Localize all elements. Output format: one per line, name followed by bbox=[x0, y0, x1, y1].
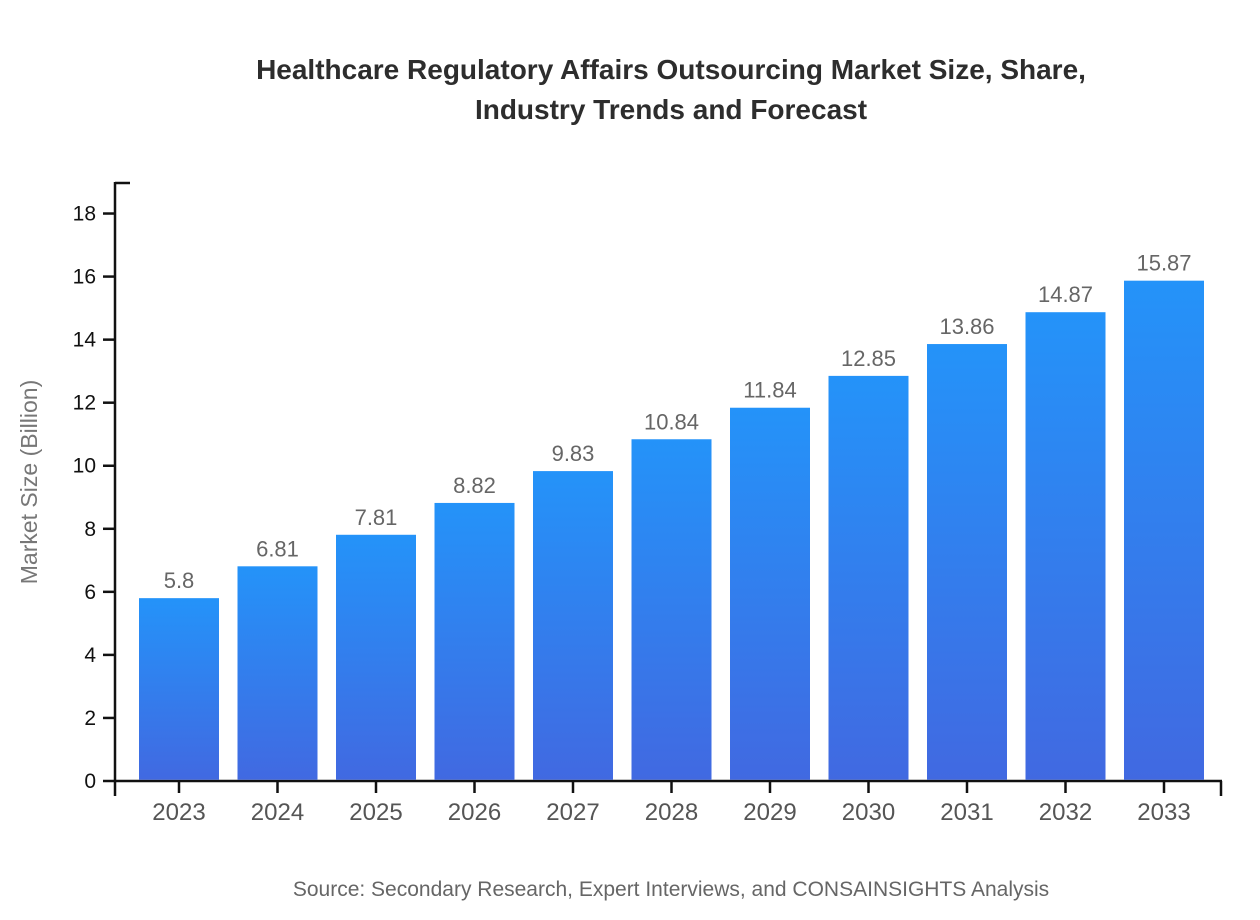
bar-value-label: 9.83 bbox=[552, 441, 595, 466]
bar-value-label: 13.86 bbox=[939, 314, 994, 339]
bar-value-label: 7.81 bbox=[355, 505, 398, 530]
x-category-label: 2026 bbox=[448, 799, 501, 826]
bar-2026 bbox=[434, 502, 515, 780]
bar-value-label: 11.84 bbox=[743, 378, 796, 403]
y-tick-label: 10 bbox=[73, 455, 96, 478]
bar-2031 bbox=[927, 344, 1007, 780]
y-tick-label: 16 bbox=[73, 266, 96, 289]
chart-title-line-2: Industry Trends and Forecast bbox=[474, 94, 868, 125]
chart-title: Healthcare Regulatory Affairs Outsourcin… bbox=[82, 50, 1260, 130]
bar-value-label: 10.84 bbox=[644, 409, 699, 434]
y-tick-label: 0 bbox=[84, 770, 96, 793]
x-category-label: 2028 bbox=[645, 799, 698, 826]
chart-title-line-1: Healthcare Regulatory Affairs Outsourcin… bbox=[256, 54, 1086, 85]
bar-value-label: 14.87 bbox=[1038, 282, 1093, 307]
bar-2030 bbox=[828, 375, 909, 780]
y-tick-label: 18 bbox=[73, 203, 96, 226]
x-category-label: 2031 bbox=[940, 799, 993, 826]
bar-2023 bbox=[139, 598, 219, 780]
y-axis-title: Market Size (Billion) bbox=[16, 380, 42, 585]
bar-value-label: 6.81 bbox=[256, 536, 299, 561]
y-tick-label: 6 bbox=[84, 581, 96, 604]
bar-2027 bbox=[533, 471, 613, 780]
bar-2025 bbox=[336, 534, 416, 780]
x-category-label: 2024 bbox=[251, 799, 304, 826]
x-category-label: 2025 bbox=[349, 799, 402, 826]
bar-2032 bbox=[1025, 312, 1106, 780]
bar-2033 bbox=[1124, 280, 1204, 780]
x-category-label: 2032 bbox=[1039, 799, 1092, 826]
bar-value-label: 8.82 bbox=[453, 473, 496, 498]
x-category-label: 2029 bbox=[743, 799, 796, 826]
y-tick-label: 12 bbox=[73, 392, 96, 415]
bar-chart: 0 2 4 6 8 10 12 14 16 18 5.8 2023 6.81 2024 7.81 2025 8.… bbox=[16, 181, 1223, 826]
source-caption: Source: Secondary Research, Expert Inter… bbox=[292, 878, 1050, 901]
x-category-label: 2030 bbox=[842, 799, 895, 826]
bar-2028 bbox=[631, 439, 712, 780]
bar-2024 bbox=[237, 566, 318, 780]
y-tick-label: 8 bbox=[84, 518, 96, 541]
y-tick-label: 14 bbox=[73, 329, 97, 352]
bar-value-label: 12.85 bbox=[841, 346, 896, 371]
bar-value-label: 15.87 bbox=[1136, 251, 1191, 276]
y-tick-label: 2 bbox=[84, 707, 96, 730]
bar-value-label: 5.8 bbox=[164, 568, 195, 593]
bar-2029 bbox=[730, 407, 810, 780]
y-tick-label: 4 bbox=[84, 644, 96, 667]
x-category-label: 2033 bbox=[1137, 799, 1190, 826]
x-category-label: 2027 bbox=[546, 799, 599, 826]
x-category-label: 2023 bbox=[152, 799, 205, 826]
